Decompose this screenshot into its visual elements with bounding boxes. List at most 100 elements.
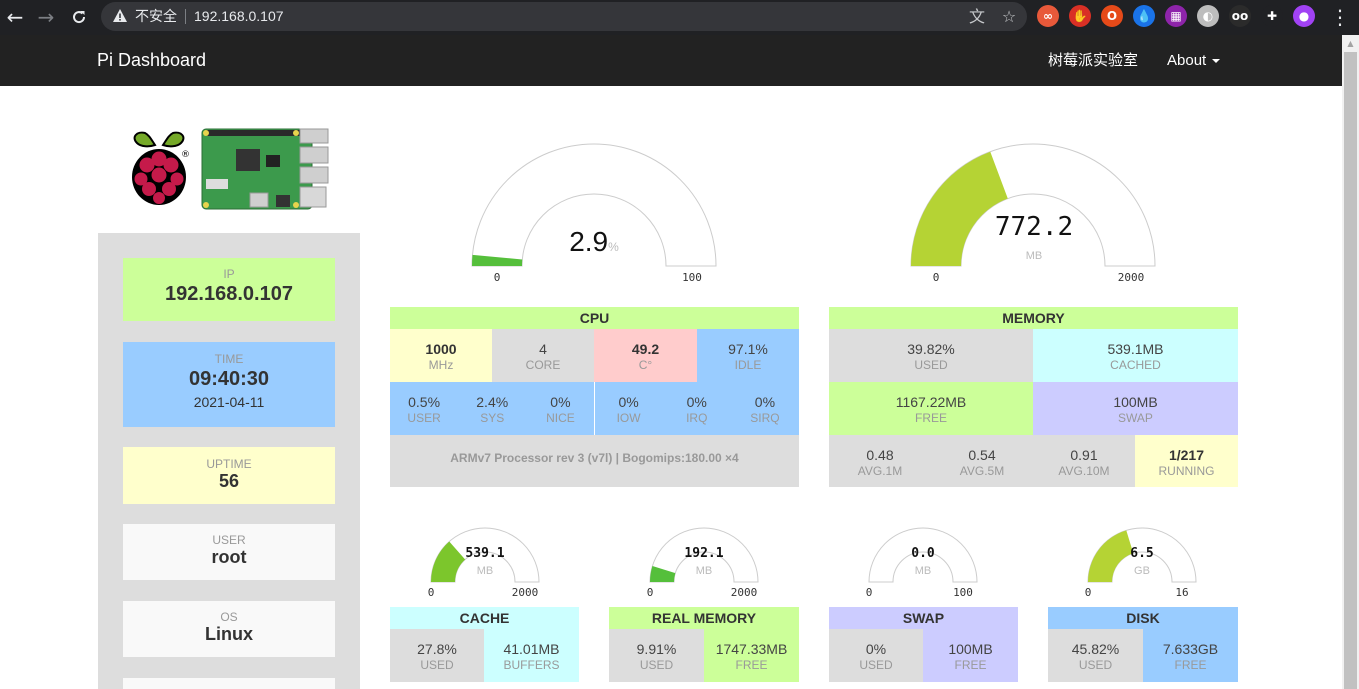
load-value: 0.54 <box>968 447 996 463</box>
cpu-stat-iow: 0% IOW <box>594 382 663 435</box>
disk-gauge-unit: GB <box>1134 565 1150 577</box>
real-memory-gauge-unit: MB <box>695 565 713 577</box>
memory-used-label: USED <box>914 358 948 372</box>
cpu-title: CPU <box>390 307 799 329</box>
ip-card: IP 192.168.0.107 <box>123 258 335 321</box>
cpu-stat-label: NICE <box>546 411 575 425</box>
disk-gauge-min: 0 <box>1084 586 1092 599</box>
swap-gauge-unit: MB <box>914 565 932 577</box>
bookmark-star-icon[interactable]: ☆ <box>1001 7 1017 26</box>
cpu-gauge-track <box>471 143 717 267</box>
cpu-stat-label: SYS <box>480 411 505 425</box>
cpu-stat-label: USER <box>407 411 441 425</box>
memory-cached: 539.1MB CACHED <box>1033 329 1238 382</box>
cache-used: 27.8% USED <box>390 629 484 682</box>
cpu-stat-nice: 0% NICE <box>526 382 595 435</box>
lab-link[interactable]: 树莓派实验室 <box>1048 52 1139 69</box>
logo-area: ® <box>127 127 330 211</box>
load-label: AVG.10M <box>1058 464 1110 478</box>
memory-gauge-fill <box>911 151 1008 266</box>
ext-palette-icon[interactable]: ▦ <box>1165 5 1187 27</box>
memory-cached-value: 539.1MB <box>1107 341 1164 357</box>
disk-gauge-value: 6.5 <box>1130 546 1154 561</box>
memory-free: 1167.22MB FREE <box>829 382 1033 435</box>
disk-used: 45.82% USED <box>1048 629 1143 682</box>
cache-buffers-value: 41.01MB <box>503 641 560 657</box>
about-dropdown[interactable]: About <box>1167 35 1221 86</box>
swap-gauge-track <box>868 527 978 583</box>
real-memory-gauge-track <box>649 527 759 583</box>
ext-office-icon[interactable]: O <box>1101 5 1123 27</box>
cache-panel: CACHE 27.8% USED 41.01MB BUFFERS <box>390 607 579 682</box>
memory-used: 39.82% USED <box>829 329 1033 382</box>
back-icon[interactable]: ← <box>6 5 24 29</box>
omnibox-divider <box>185 9 186 24</box>
swap-free: 100MB FREE <box>923 629 1018 682</box>
ext-glasses-icon[interactable]: oo <box>1229 5 1251 27</box>
real-memory-gauge-min: 0 <box>646 586 654 599</box>
cache-buffers-label: BUFFERS <box>503 658 560 672</box>
cache-gauge <box>430 527 540 583</box>
load-label: RUNNING <box>1158 464 1215 478</box>
disk-gauge-max: 16 <box>1175 586 1189 599</box>
cpu-stat-value: 0% <box>754 394 776 410</box>
profile-avatar-icon[interactable]: ● <box>1293 5 1315 27</box>
sidebar: IP 192.168.0.107 TIME 09:40:30 2021-04-1… <box>98 233 360 689</box>
cpu-temp: 49.2 C° <box>594 329 697 382</box>
security-label[interactable]: 不安全 <box>135 8 177 24</box>
warning-icon[interactable] <box>112 8 128 24</box>
real-memory-title: REAL MEMORY <box>609 607 799 629</box>
real-memory-used: 9.91% USED <box>609 629 704 682</box>
os-card: OS Linux <box>123 601 335 657</box>
cpu-gauge-number: 2.9 <box>569 226 609 257</box>
scrollbar-thumb[interactable] <box>1344 52 1357 689</box>
real-memory-gauge <box>649 527 759 583</box>
load-label: AVG.5M <box>959 464 1005 478</box>
brand-link[interactable]: Pi Dashboard <box>97 50 207 70</box>
ext-bulb-icon[interactable]: ◐ <box>1197 5 1219 27</box>
extensions-puzzle-icon[interactable]: ✚ <box>1261 5 1283 27</box>
memory-gauge-value: 772.2 <box>994 212 1074 242</box>
memory-gauge-unit: MB <box>1025 250 1043 262</box>
ext-hand-icon[interactable]: ✋ <box>1069 5 1091 27</box>
cpu-stat-value: 0% <box>686 394 707 410</box>
caret-down-icon <box>1212 59 1221 64</box>
disk-free-value: 7.633GB <box>1162 641 1219 657</box>
cache-used-value: 27.8% <box>417 641 457 657</box>
swap-gauge-value: 0.0 <box>911 546 935 561</box>
cpu-stat-label: IRQ <box>686 411 708 425</box>
address-bar[interactable]: 不安全 192.168.0.107 文 ☆ <box>101 2 1027 31</box>
cpu-cores-value: 4 <box>539 341 547 357</box>
url-text[interactable]: 192.168.0.107 <box>194 8 284 24</box>
svg-text:®: ® <box>181 150 190 160</box>
translate-icon[interactable]: 文 <box>968 7 985 26</box>
top-navbar: Pi Dashboard 树莓派实验室 About <box>0 35 1342 86</box>
swap-used: 0% USED <box>829 629 923 682</box>
cpu-temp-label: C° <box>638 358 653 372</box>
cache-gauge-fill <box>431 541 466 582</box>
load-value: 0.48 <box>866 447 894 463</box>
real-memory-free-label: FREE <box>735 658 768 672</box>
real-memory-free: 1747.33MB FREE <box>704 629 799 682</box>
cpu-stat-label: SIRQ <box>750 411 780 425</box>
cpu-gauge-fill <box>472 254 523 266</box>
cpu-idle: 97.1% IDLE <box>697 329 799 382</box>
browser-menu-icon[interactable]: ⋮ <box>1330 5 1350 29</box>
reload-icon[interactable] <box>64 3 94 31</box>
forward-icon[interactable]: → <box>37 5 55 29</box>
disk-used-value: 45.82% <box>1071 641 1120 657</box>
cpu-stat-irq: 0% IRQ <box>662 382 731 435</box>
cpu-temp-value: 49.2 <box>631 341 660 357</box>
ext-drop-icon[interactable]: 💧 <box>1133 5 1155 27</box>
real-memory-panel: REAL MEMORY 9.91% USED 1747.33MB FREE <box>609 607 799 682</box>
load-avg-10m: 0.91 AVG.10M <box>1033 435 1135 487</box>
cpu-freq: 1000 MHz <box>390 329 492 382</box>
ext-infinity-icon[interactable]: ∞ <box>1037 5 1059 27</box>
swap-free-value: 100MB <box>948 641 993 657</box>
ip-value: 192.168.0.107 <box>165 283 293 305</box>
cpu-gauge <box>471 143 717 267</box>
scroll-up-arrow-icon[interactable]: ▲ <box>1347 39 1354 48</box>
cpu-panel: CPU 1000 MHz 4 CORE 49.2 C° 97.1% IDLE 0… <box>390 307 799 487</box>
cpu-cores: 4 CORE <box>492 329 594 382</box>
disk-gauge <box>1087 527 1197 583</box>
